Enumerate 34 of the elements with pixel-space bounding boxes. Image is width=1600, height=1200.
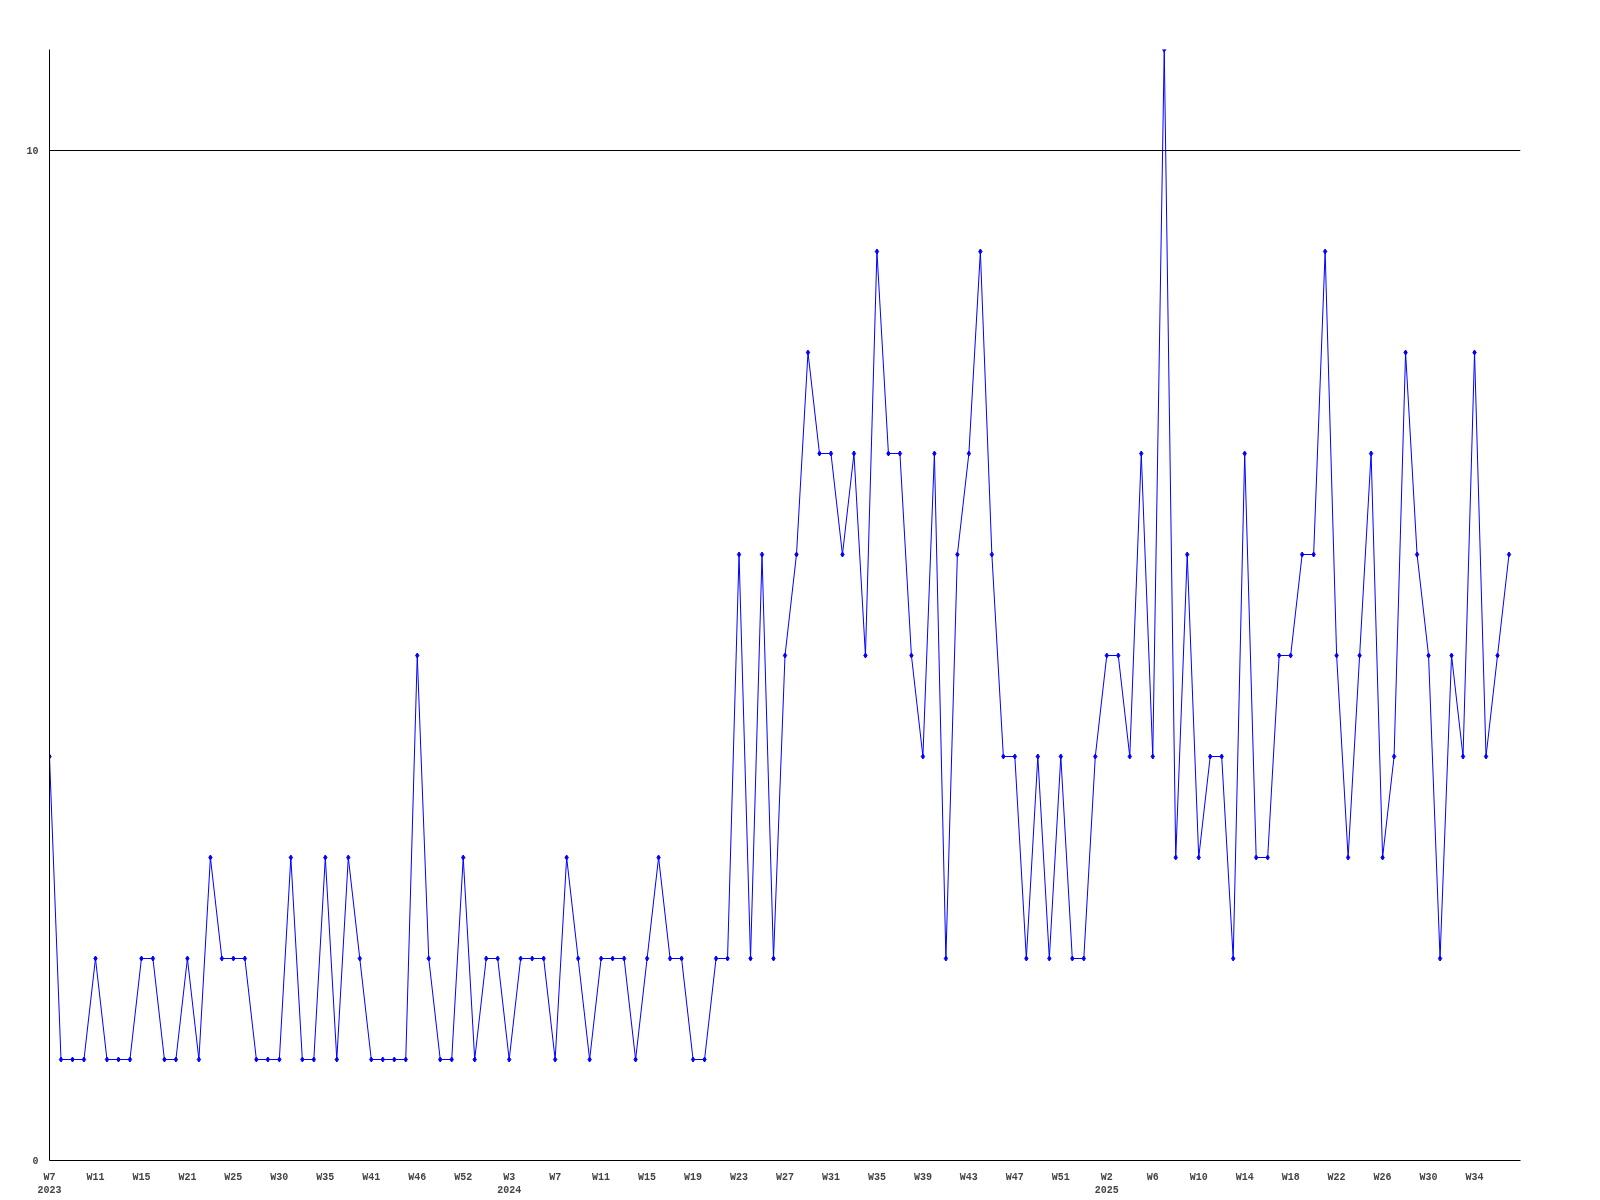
x-tick-label: W26: [1373, 1171, 1392, 1183]
x-tick-label: W22: [1327, 1171, 1346, 1183]
x-tick-label: W3 2024: [497, 1171, 522, 1196]
x-tick-label: W6: [1146, 1171, 1159, 1183]
x-tick-label: W39: [913, 1171, 932, 1183]
x-tick-label: W35: [867, 1171, 886, 1183]
x-tick-label: W31: [821, 1171, 840, 1183]
x-tick-label: W41: [362, 1171, 381, 1183]
x-tick-label: W11: [86, 1171, 105, 1183]
x-tick-label: W30: [270, 1171, 289, 1183]
x-tick-label: W43: [959, 1171, 978, 1183]
y-tick-label: 10: [26, 146, 39, 157]
x-tick-label: W19: [684, 1171, 703, 1183]
x-tick-label: W7 2023: [37, 1171, 62, 1196]
x-tick-label: W25: [224, 1171, 243, 1183]
x-tick-label: W52: [454, 1171, 473, 1183]
x-tick-label: W11: [592, 1171, 611, 1183]
x-tick-label: W30: [1419, 1171, 1438, 1183]
x-tick-label: W7: [549, 1171, 562, 1183]
x-tick-label: W14: [1235, 1171, 1254, 1183]
x-tick-label: W35: [316, 1171, 335, 1183]
x-tick-label: W51: [1051, 1171, 1070, 1183]
x-tick-label: W23: [730, 1171, 749, 1183]
x-tick-label: W10: [1189, 1171, 1208, 1183]
y-tick-label: 0: [32, 1156, 39, 1167]
x-tick-label: W21: [178, 1171, 197, 1183]
x-tick-label: W18: [1281, 1171, 1300, 1183]
x-tick-label: W2 2025: [1094, 1171, 1119, 1196]
x-tick-label: W15: [132, 1171, 151, 1183]
x-tick-label: W15: [638, 1171, 657, 1183]
x-tick-label: W34: [1465, 1171, 1484, 1183]
x-tick-label: W46: [408, 1171, 427, 1183]
x-tick-label: W47: [1005, 1171, 1024, 1183]
x-tick-label: W27: [776, 1171, 795, 1183]
